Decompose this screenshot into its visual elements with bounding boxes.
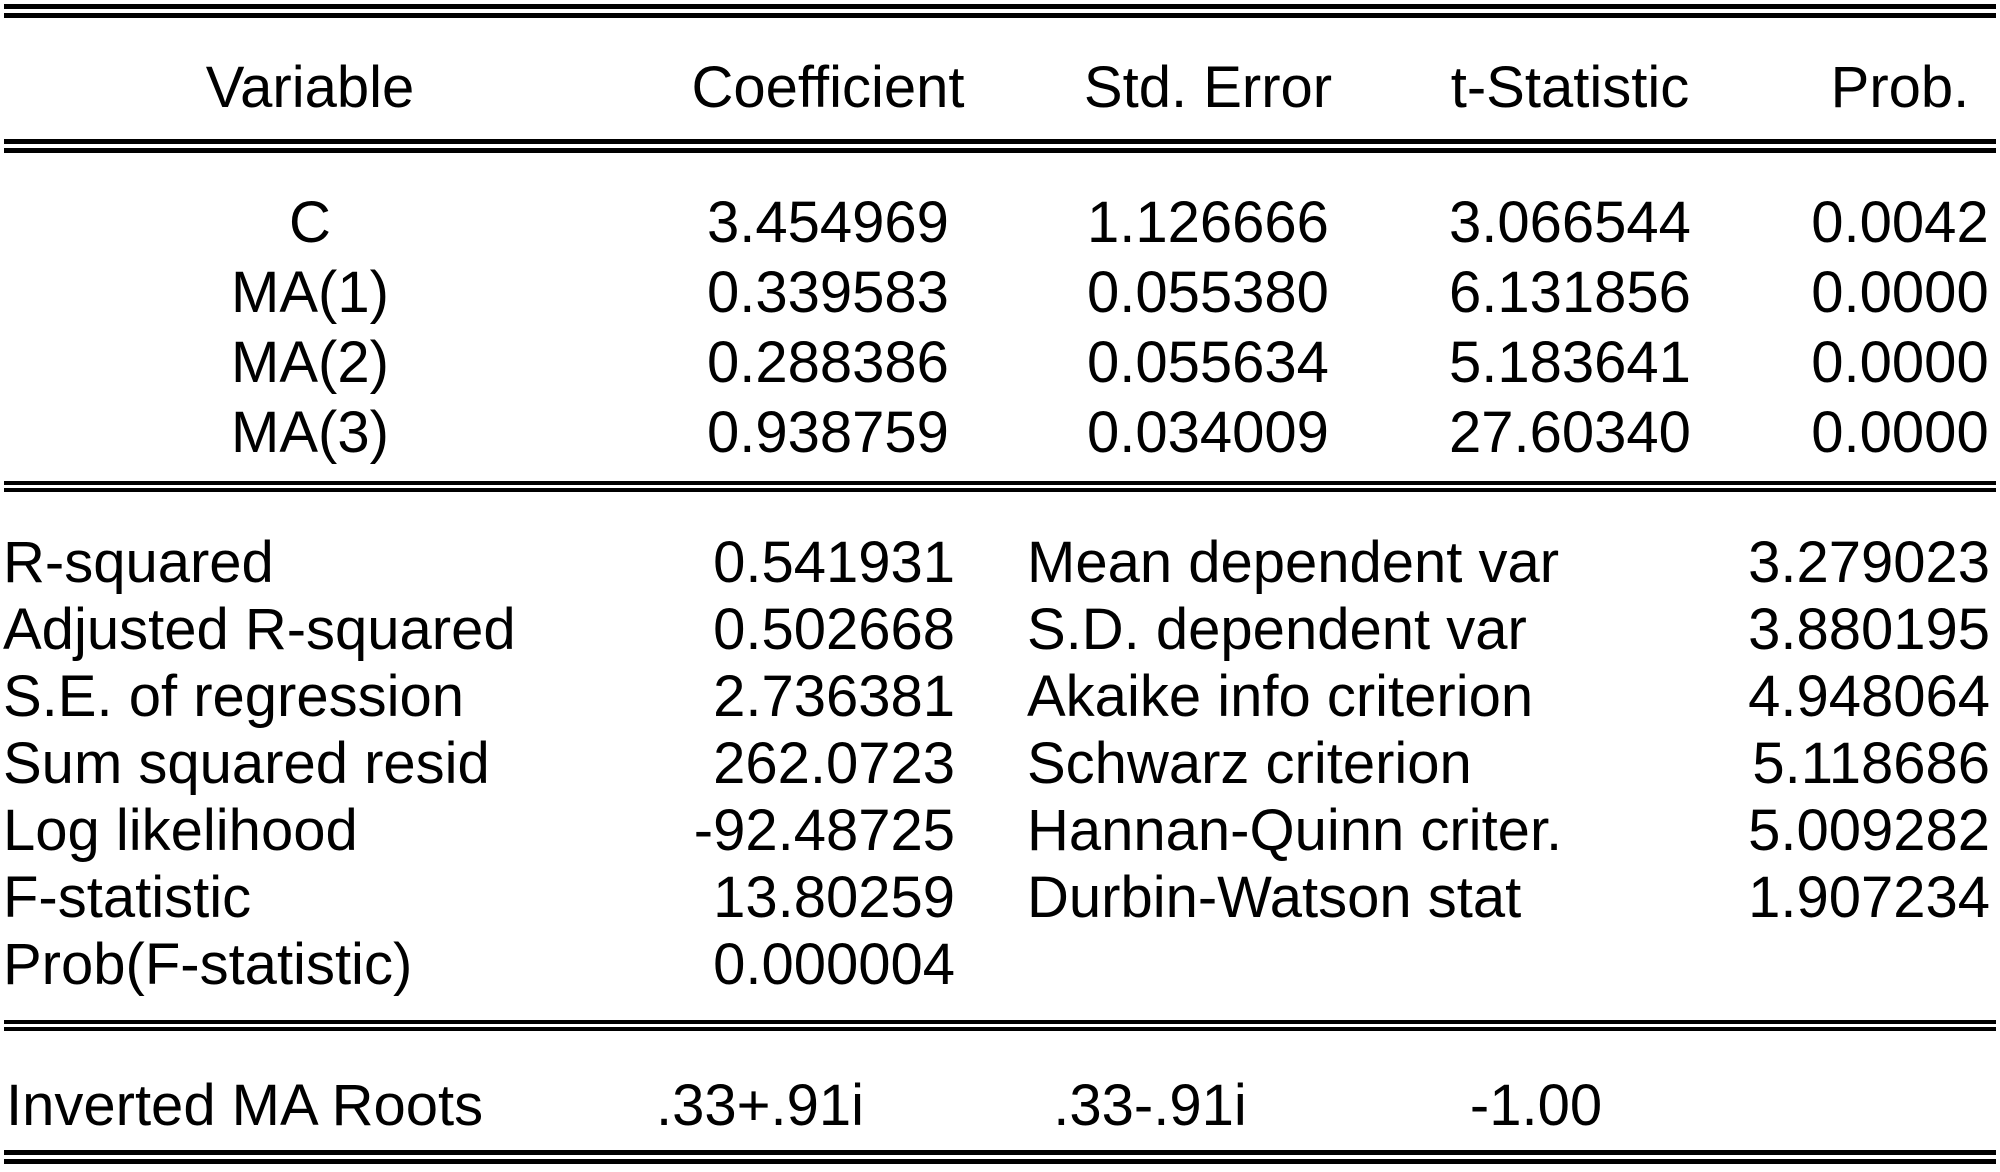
summary-label: R-squared [3,530,274,595]
header-row: Variable Coefficient Std. Error t-Statis… [0,53,2000,123]
variable-cell: MA(3) [231,400,389,465]
summary-row: S.E. of regression 2.736381 Akaike info … [0,663,2000,730]
table-row: MA(3) 0.938759 0.034009 27.60340 0.0000 [0,398,2000,468]
t-statistic-cell: 6.131856 [1449,260,1691,325]
top-double-rule [4,4,1996,18]
summary-row: Log likelihood -92.48725 Hannan-Quinn cr… [0,797,2000,864]
t-statistic-cell: 5.183641 [1449,330,1691,395]
prob-cell: 0.0000 [1811,400,1989,465]
summary-row: F-statistic 13.80259 Durbin-Watson stat … [0,864,2000,931]
col-header-variable: Variable [205,55,415,120]
summary-value: 3.880195 [1748,597,1990,662]
summary-value: 5.009282 [1748,798,1990,863]
variable-cell: MA(2) [231,330,389,395]
summary-value: 0.000004 [713,932,955,997]
table-row: MA(2) 0.288386 0.055634 5.183641 0.0000 [0,328,2000,398]
coefficient-cell: 0.938759 [707,400,949,465]
summary-row: Adjusted R-squared 0.502668 S.D. depende… [0,596,2000,663]
summary-row: Sum squared resid 262.0723 Schwarz crite… [0,730,2000,797]
summary-value: 0.502668 [713,597,955,662]
prob-cell: 0.0042 [1811,190,1989,255]
inverted-roots-row: Inverted MA Roots .33+.91i .33-.91i -1.0… [0,1071,2000,1141]
summary-value: 2.736381 [713,664,955,729]
summary-label: Akaike info criterion [1027,664,1534,729]
summary-label: Mean dependent var [1027,530,1560,595]
coefficient-cell: 3.454969 [707,190,949,255]
coefficients-bottom-double-rule [4,481,1996,492]
std-error-cell: 0.034009 [1087,400,1329,465]
col-header-t-statistic: t-Statistic [1450,55,1690,120]
col-header-prob: Prob. [1830,55,1970,120]
summary-value: 4.948064 [1748,664,1990,729]
table-row: C 3.454969 1.126666 3.066544 0.0042 [0,188,2000,258]
summary-value: 13.80259 [713,865,955,930]
summary-label: Adjusted R-squared [3,597,516,662]
std-error-cell: 0.055380 [1087,260,1329,325]
summary-label: Hannan-Quinn criter. [1027,798,1563,863]
inverted-roots-label: Inverted MA Roots [6,1073,484,1138]
inverted-root-value: .33-.91i [1053,1073,1247,1138]
summary-value: 1.907234 [1748,865,1990,930]
table-row: MA(1) 0.339583 0.055380 6.131856 0.0000 [0,258,2000,328]
summary-label: S.E. of regression [3,664,464,729]
summary-label: Durbin-Watson stat [1027,865,1522,930]
summary-row: Prob(F-statistic) 0.000004 [0,931,2000,998]
t-statistic-cell: 27.60340 [1449,400,1691,465]
header-bottom-double-rule [4,139,1996,153]
std-error-cell: 0.055634 [1087,330,1329,395]
inverted-root-value: -1.00 [1469,1073,1603,1138]
summary-label: Schwarz criterion [1027,731,1472,796]
summary-label: F-statistic [3,865,252,930]
col-header-coefficient: Coefficient [691,55,965,120]
summary-value: 0.541931 [713,530,955,595]
coefficient-cell: 0.339583 [707,260,949,325]
summary-label: Sum squared resid [3,731,490,796]
inverted-root-value: .33+.91i [655,1073,864,1138]
t-statistic-cell: 3.066544 [1449,190,1691,255]
col-header-std-error: Std. Error [1083,55,1333,120]
prob-cell: 0.0000 [1811,330,1989,395]
bottom-double-rule [4,1150,1996,1164]
summary-row: R-squared 0.541931 Mean dependent var 3.… [0,529,2000,596]
prob-cell: 0.0000 [1811,260,1989,325]
summary-value: 3.279023 [1748,530,1990,595]
summary-label: Prob(F-statistic) [3,932,413,997]
summary-label: S.D. dependent var [1027,597,1527,662]
variable-cell: MA(1) [231,260,389,325]
summary-value: 5.118686 [1752,731,1990,796]
coefficient-cell: 0.288386 [707,330,949,395]
summary-bottom-double-rule [4,1020,1996,1031]
summary-value: -92.48725 [693,798,955,863]
summary-label: Log likelihood [3,798,358,863]
summary-value: 262.0723 [713,731,955,796]
variable-cell: C [289,190,331,255]
std-error-cell: 1.126666 [1087,190,1329,255]
